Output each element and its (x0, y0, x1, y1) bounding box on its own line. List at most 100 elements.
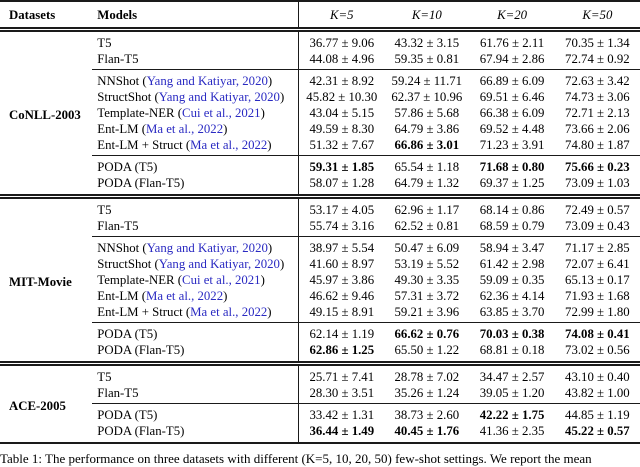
score-cell: 58.94 ± 3.47 (469, 236, 555, 256)
score-cell: 66.62 ± 0.76 (384, 322, 470, 342)
table-row: Ent-LM + Struct (Ma et al., 2022) 49.15 ±… (0, 304, 640, 323)
table-row: Template-NER (Cui et al., 2021) 45.97 ± 3… (0, 272, 640, 288)
model-name: Flan-T5 (97, 386, 139, 400)
score-cell: 72.07 ± 6.41 (565, 257, 630, 271)
score-cell: 53.17 ± 4.05 (298, 194, 385, 218)
model-name: T5 (97, 36, 112, 50)
score-cell: 43.32 ± 3.15 (384, 27, 470, 51)
score-cell: 44.85 ± 1.19 (554, 403, 640, 423)
score-cell: 66.38 ± 6.09 (479, 106, 545, 120)
score-cell: 36.44 ± 1.49 (309, 424, 375, 438)
score-cell: 49.15 ± 8.91 (309, 305, 375, 319)
citation-link[interactable]: Ma et al., 2022 (190, 138, 268, 152)
score-cell: 64.79 ± 3.86 (394, 122, 460, 136)
score-cell: 70.35 ± 1.34 (554, 27, 640, 51)
score-cell: 28.30 ± 3.51 (309, 386, 375, 400)
column-header-k20: K=20 (469, 1, 555, 32)
citation-link[interactable]: Cui et al., 2021 (182, 273, 261, 287)
citation-link[interactable]: Ma et al., 2022 (145, 122, 224, 136)
score-cell: 46.62 ± 9.46 (309, 289, 375, 303)
score-cell: 45.22 ± 0.57 (565, 424, 630, 438)
score-cell: 66.89 ± 6.09 (469, 69, 555, 89)
score-cell: 59.09 ± 0.35 (479, 273, 545, 287)
model-name: T5 (97, 370, 112, 384)
model-cell: StructShot (Yang and Katiyar, 2020) (92, 89, 300, 105)
score-cell: 65.54 ± 1.18 (384, 155, 470, 175)
model-cell: Ent-LM (Ma et al., 2022) (92, 121, 300, 137)
table-row: NNShot (Yang and Katiyar, 2020) 42.31 ± 8… (0, 69, 640, 89)
citation-link[interactable]: Yang and Katiyar, 2020 (158, 90, 280, 104)
score-cell: 28.78 ± 7.02 (384, 361, 470, 385)
score-cell: 62.52 ± 0.81 (394, 219, 460, 233)
score-cell: 74.73 ± 3.06 (565, 90, 630, 104)
score-cell: 38.73 ± 2.60 (384, 403, 470, 423)
score-cell: 43.82 ± 1.00 (565, 386, 630, 400)
score-cell: 68.59 ± 0.79 (479, 219, 545, 233)
score-cell: 53.19 ± 5.52 (394, 257, 460, 271)
column-header-datasets: Datasets (0, 1, 93, 32)
table-row: StructShot (Yang and Katiyar, 2020) 45.82… (0, 89, 640, 105)
score-cell: 65.13 ± 0.17 (565, 273, 630, 287)
score-cell: 55.74 ± 3.16 (309, 219, 375, 233)
model-cell: PODA (T5) (92, 403, 300, 423)
table-row: ACE-2005 T5 25.71 ± 7.41 28.78 ± 7.02 34.47 … (0, 361, 640, 443)
citation-link[interactable]: Yang and Katiyar, 2020 (146, 74, 268, 88)
model-cell: NNShot (Yang and Katiyar, 2020) (92, 69, 300, 89)
results-table: Datasets Models K=5 K=10 K=20 K=50 CoNLL… (0, 0, 640, 444)
citation-link[interactable]: Ma et al., 2022 (190, 305, 268, 319)
citation-link[interactable]: Yang and Katiyar, 2020 (158, 257, 280, 271)
score-cell: 73.09 ± 0.43 (565, 219, 630, 233)
model-cell: PODA (T5) (92, 155, 300, 175)
citation-link[interactable]: Ma et al., 2022 (145, 289, 224, 303)
table-row: Template-NER (Cui et al., 2021) 43.04 ± 5… (0, 105, 640, 121)
score-cell: 62.96 ± 1.17 (384, 194, 470, 218)
score-cell: 73.02 ± 0.56 (565, 343, 630, 357)
model-name: Template-NER (97, 106, 175, 120)
model-name: PODA (Flan-T5) (97, 343, 185, 357)
score-cell: 69.51 ± 6.46 (479, 90, 545, 104)
score-cell: 58.07 ± 1.28 (309, 176, 375, 190)
score-cell: 40.45 ± 1.76 (394, 424, 460, 438)
score-cell: 59.35 ± 0.81 (394, 52, 460, 66)
model-name: PODA (T5) (97, 408, 158, 422)
header-row: Datasets Models K=5 K=10 K=20 K=50 (0, 1, 640, 32)
score-cell: 75.66 ± 0.23 (554, 155, 640, 175)
citation-link[interactable]: Cui et al., 2021 (182, 106, 261, 120)
score-cell: 43.10 ± 0.40 (554, 361, 640, 385)
model-name: NNShot (97, 241, 140, 255)
score-cell: 49.30 ± 3.35 (394, 273, 460, 287)
score-cell: 42.22 ± 1.75 (469, 403, 555, 423)
score-cell: 62.14 ± 1.19 (298, 322, 385, 342)
column-header-k10: K=10 (384, 1, 470, 32)
table-body: CoNLL-2003 T5 36.77 ± 9.06 43.32 ± 3.15 61.7… (0, 27, 640, 443)
score-cell: 68.81 ± 0.18 (479, 343, 545, 357)
score-cell: 43.04 ± 5.15 (309, 106, 375, 120)
table-row: PODA (T5) 62.14 ± 1.19 66.62 ± 0.76 70.03 ±… (0, 322, 640, 342)
table-row: PODA (Flan-T5) 62.86 ± 1.25 65.50 ± 1.22 68… (0, 342, 640, 364)
model-name: PODA (Flan-T5) (97, 176, 185, 190)
score-cell: 38.97 ± 5.54 (298, 236, 385, 256)
score-cell: 50.47 ± 6.09 (384, 236, 470, 256)
table-row: PODA (T5) 33.42 ± 1.31 38.73 ± 2.60 42.22 ±… (0, 403, 640, 423)
score-cell: 33.42 ± 1.31 (298, 403, 385, 423)
model-name: Flan-T5 (97, 52, 139, 66)
score-cell: 74.08 ± 0.41 (554, 322, 640, 342)
score-cell: 59.24 ± 11.71 (384, 69, 470, 89)
table-row: Flan-T5 55.74 ± 3.16 62.52 ± 0.81 68.59 ± 0… (0, 218, 640, 237)
model-cell: PODA (Flan-T5) (92, 175, 300, 197)
score-cell: 34.47 ± 2.57 (469, 361, 555, 385)
score-cell: 71.68 ± 0.80 (469, 155, 555, 175)
model-name: Ent-LM (97, 289, 139, 303)
citation-link[interactable]: Yang and Katiyar, 2020 (146, 241, 268, 255)
table-row: PODA (Flan-T5) 58.07 ± 1.28 64.79 ± 1.32 69… (0, 175, 640, 197)
score-cell: 72.49 ± 0.57 (554, 194, 640, 218)
score-cell: 59.31 ± 1.85 (298, 155, 385, 175)
score-cell: 70.03 ± 0.38 (469, 322, 555, 342)
model-cell: PODA (Flan-T5) (92, 423, 300, 443)
score-cell: 69.52 ± 4.48 (479, 122, 545, 136)
model-cell: PODA (T5) (92, 322, 300, 342)
dataset-label: ACE-2005 (0, 361, 93, 443)
table-caption: Table 1: The performance on three datase… (0, 451, 592, 466)
table-row: Flan-T5 28.30 ± 3.51 35.26 ± 1.24 39.05 ± 1… (0, 385, 640, 404)
column-header-k5: K=5 (298, 1, 385, 32)
